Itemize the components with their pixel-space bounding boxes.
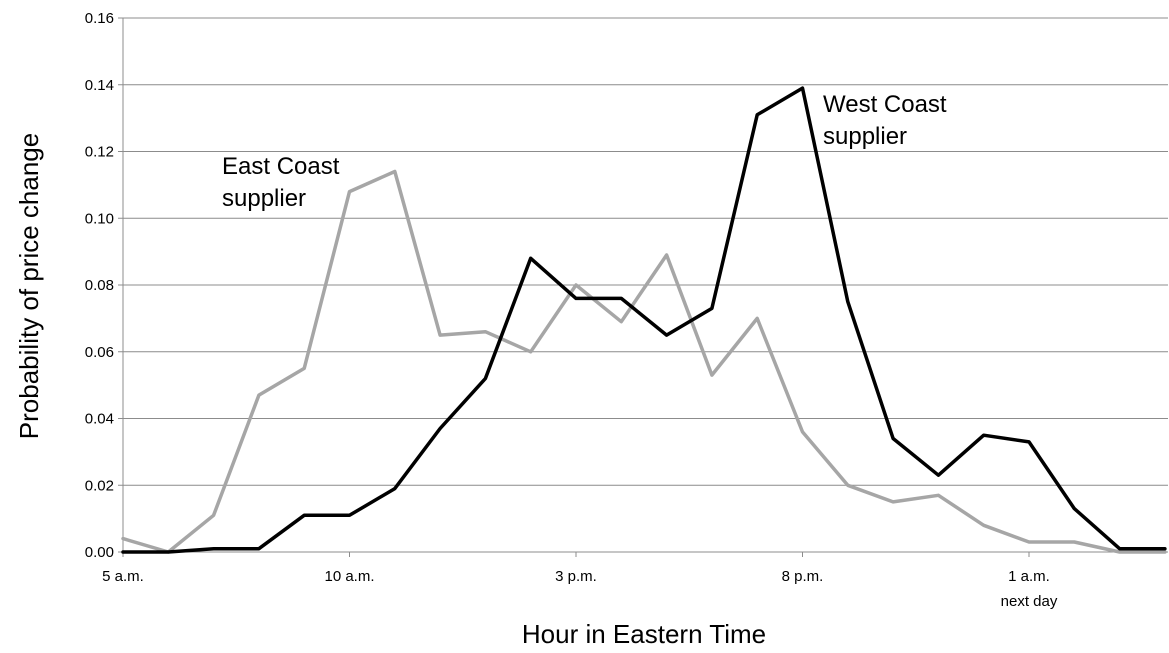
annotation-west-coast-line: West Coast [823,91,947,118]
annotation-east-coast-line: supplier [222,185,306,212]
y-tick-label: 0.10 [85,210,114,227]
x-tick-labels: 5 a.m. 10 a.m. 3 p.m. 8 p.m. 1 a.m. next day [102,568,1058,610]
y-tick-label: 0.14 [85,77,114,94]
x-tick-label: 3 p.m. [555,568,597,585]
y-tick-label: 0.00 [85,544,114,561]
annotation-west-coast-line: supplier [823,123,907,150]
series-line-east-coast [121,169,1167,554]
y-tick-label: 0.02 [85,477,114,494]
x-tick-label: 1 a.m. [1008,568,1050,585]
x-tick-label: 8 p.m. [782,568,824,585]
y-tick-label: 0.04 [85,411,114,428]
annotations: East Coast supplier West Coast supplier [222,91,947,212]
y-tick-labels: 0.00 0.02 0.04 0.06 0.08 0.10 0.12 0.14 0.16 [85,10,114,561]
series-line-west-coast [121,86,1167,554]
x-tick-label: 10 a.m. [324,568,374,585]
series-lines [121,86,1167,554]
y-tick-label: 0.08 [85,277,114,294]
gridlines [123,17,1168,486]
axes [118,17,1168,557]
annotation-east-coast-line: East Coast [222,153,340,180]
y-tick-label: 0.16 [85,10,114,27]
x-tick-sublabel: next day [1001,593,1058,610]
y-tick-label: 0.06 [85,344,114,361]
x-axis-title: Hour in Eastern Time [522,619,766,648]
y-axis-title: Probability of price change [14,133,44,439]
x-tick-label: 5 a.m. [102,568,144,585]
y-tick-label: 0.12 [85,144,114,161]
